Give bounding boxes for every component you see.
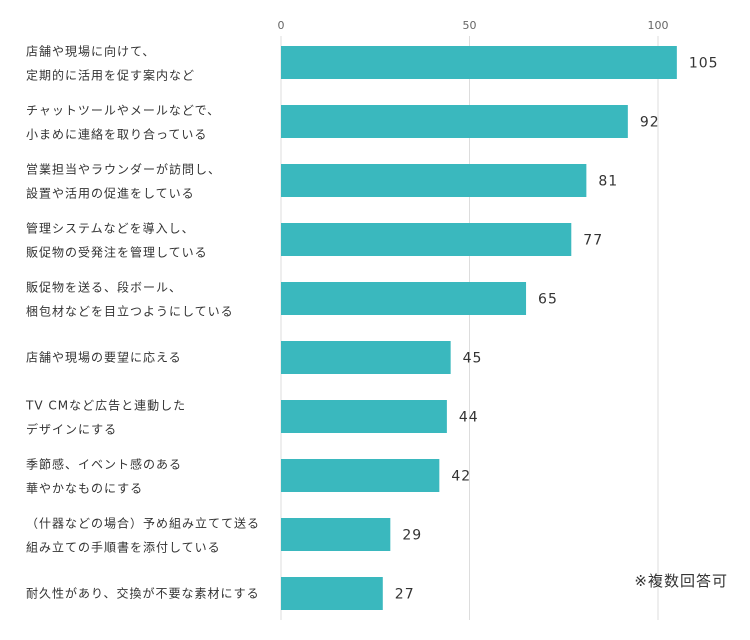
category-label: チャットツールやメールなどで、	[26, 104, 220, 118]
value-label: 105	[689, 56, 719, 72]
value-label: 45	[463, 351, 483, 367]
x-axis-ticks: 0 50 100	[278, 19, 669, 32]
value-label: 42	[451, 469, 471, 485]
category-label: 組み立ての手順書を添付している	[26, 540, 221, 555]
value-label: 65	[538, 292, 558, 308]
bar	[281, 282, 527, 315]
bar	[281, 223, 572, 256]
bar	[281, 577, 383, 610]
category-label: 販促物の受発注を管理している	[26, 245, 208, 260]
value-label: 81	[598, 174, 618, 190]
category-label: 梱包材などを目立つようにしている	[26, 304, 234, 319]
bars	[281, 46, 677, 610]
category-label: 店舗や現場の要望に応える	[26, 351, 182, 365]
category-label: 営業担当やラウンダーが訪問し、	[26, 162, 221, 177]
category-label: 華やかなものにする	[26, 482, 143, 496]
value-label: 92	[640, 115, 660, 131]
bar	[281, 341, 451, 374]
category-label: 季節感、イベント感のある	[26, 457, 182, 472]
multiple-answers-note: ※複数回答可	[634, 572, 728, 590]
category-label: （什器などの場合）予め組み立てて送る	[26, 516, 260, 531]
value-labels: 105 92 81 77 65 45 44 42 29 27	[395, 56, 719, 603]
category-label: 管理システムなどを導入し、	[26, 221, 195, 236]
category-label: 小まめに連絡を取り合っている	[26, 127, 207, 142]
category-label: デザインにする	[26, 422, 117, 437]
bar	[281, 105, 628, 138]
x-tick-label: 100	[648, 19, 669, 32]
category-label: 耐久性があり、交換が不要な素材にする	[26, 586, 260, 601]
category-label: 販促物を送る、段ボール、	[26, 280, 182, 295]
category-labels: 店舗や現場に向けて、定期的に活用を促す案内などチャットツールやメールなどで、小ま…	[25, 44, 260, 601]
bar	[281, 459, 440, 492]
bar	[281, 518, 391, 551]
bar	[281, 46, 677, 79]
category-label: TV CMなど広告と連動した	[25, 399, 186, 413]
category-label: 店舗や現場に向けて、	[26, 44, 155, 59]
category-label: 設置や活用の促進をしている	[26, 186, 195, 201]
value-label: 29	[402, 528, 422, 544]
bar	[281, 400, 447, 433]
category-label: 定期的に活用を促す案内など	[26, 68, 195, 83]
x-tick-label: 50	[463, 19, 477, 32]
bar	[281, 164, 587, 197]
value-label: 77	[583, 233, 603, 249]
value-label: 44	[459, 410, 479, 426]
x-tick-label: 0	[278, 19, 285, 32]
value-label: 27	[395, 587, 415, 603]
